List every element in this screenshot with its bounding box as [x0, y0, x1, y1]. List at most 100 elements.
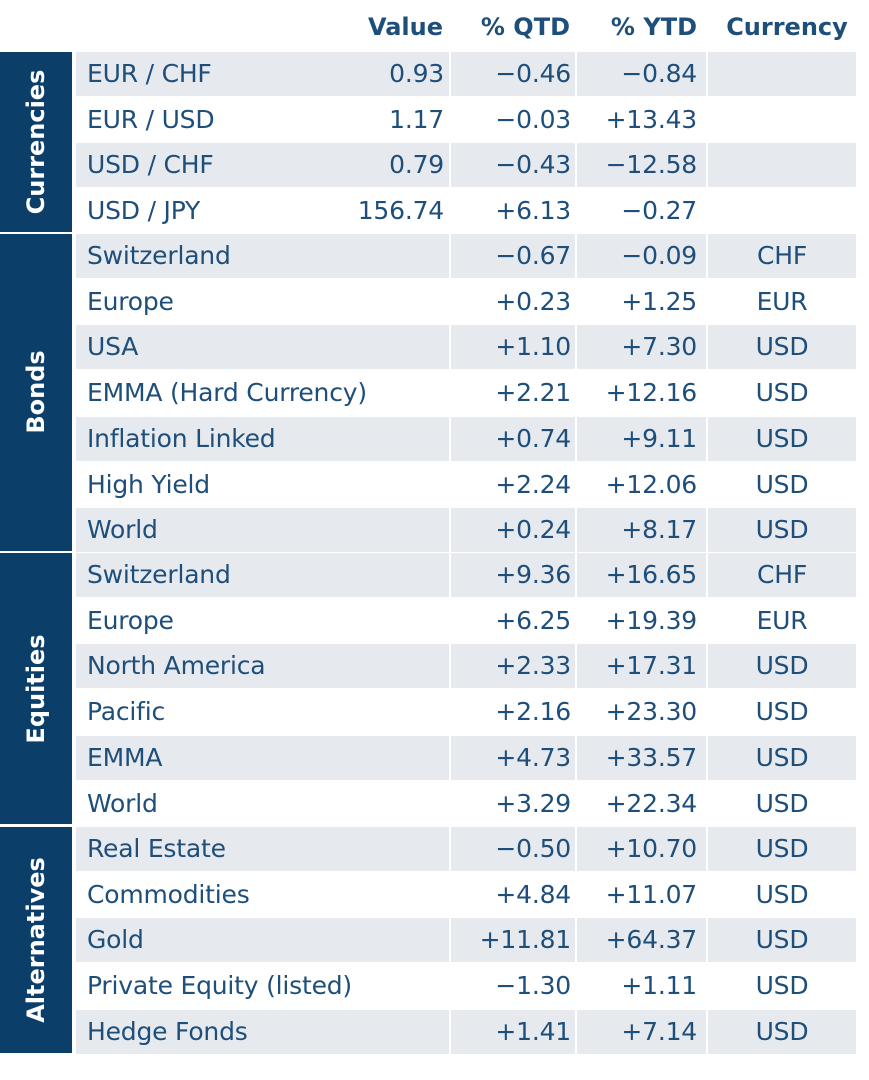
row-ytd: +7.30: [621, 332, 697, 362]
row-ytd: +12.06: [605, 469, 698, 499]
table-row: EMMA (Hard Currency) +2.21 +12.16 USD: [76, 371, 856, 415]
row-qtd: +3.29: [495, 788, 571, 818]
row-value: [276, 918, 444, 962]
table-header: Value % QTD % YTD Currency: [0, 0, 869, 52]
row-value: [276, 782, 444, 826]
row-currency: USD: [755, 788, 809, 818]
row-currency: USD: [755, 834, 809, 863]
row-ytd: +33.57: [605, 742, 698, 772]
table-row: Gold +11.81 +64.37 USD: [76, 918, 856, 963]
row-ytd: +8.17: [621, 515, 697, 545]
table-row: Switzerland +9.36 +16.65 CHF: [76, 553, 856, 597]
row-qtd: +6.25: [495, 605, 571, 635]
row-ytd: +17.31: [605, 651, 698, 681]
group-label: Currencies: [22, 69, 50, 215]
row-qtd: −0.50: [495, 834, 571, 863]
row-name: High Yield: [87, 469, 210, 499]
row-name: USA: [87, 332, 139, 362]
table-row: EUR / CHF 0.93 −0.46 −0.84: [76, 52, 856, 96]
table-row: World +3.29 +22.34 USD: [76, 782, 856, 826]
row-ytd: +13.43: [605, 104, 698, 134]
table-row: Inflation Linked +0.74 +9.11 USD: [76, 416, 856, 461]
row-ytd: +12.16: [605, 378, 698, 408]
row-ytd: −0.84: [621, 59, 697, 88]
row-qtd: +2.21: [495, 378, 571, 408]
group-label: Bonds: [22, 350, 50, 435]
row-ytd: +64.37: [605, 925, 698, 955]
row-currency: USD: [755, 697, 809, 727]
row-value: 156.74: [357, 196, 444, 226]
row-qtd: +9.36: [495, 560, 571, 589]
row-name: Gold: [87, 925, 144, 955]
table-row: High Yield +2.24 +12.06 USD: [76, 463, 856, 507]
row-ytd: −12.58: [605, 150, 698, 180]
row-value: [276, 371, 444, 415]
row-name: EMMA: [87, 742, 163, 772]
row-currency: [708, 52, 856, 96]
row-value: 0.79: [389, 150, 444, 180]
row-name: EMMA (Hard Currency): [87, 378, 367, 408]
table-row: USD / CHF 0.79 −0.43 −12.58: [76, 143, 856, 188]
group-band: Equities: [0, 553, 72, 825]
table-row: Switzerland −0.67 −0.09 CHF: [76, 234, 856, 278]
header-qtd: % QTD: [480, 13, 570, 41]
row-ytd: +16.65: [605, 560, 698, 589]
row-ytd: +10.70: [605, 834, 698, 863]
row-value: [276, 325, 444, 369]
row-value: [276, 280, 444, 324]
table-row: Private Equity (listed) −1.30 +1.11 USD: [76, 964, 856, 1008]
row-currency: EUR: [756, 605, 808, 635]
row-ytd: +11.07: [605, 879, 698, 909]
row-currency: EUR: [756, 286, 808, 316]
row-qtd: +11.81: [479, 925, 572, 955]
row-name: Real Estate: [87, 834, 226, 863]
row-qtd: −0.03: [495, 104, 571, 134]
group-alternatives: Alternatives Real Estate −0.50 +10.70 USD Com…: [0, 827, 869, 1056]
row-currency: USD: [755, 925, 809, 955]
row-qtd: +2.24: [495, 469, 571, 499]
row-value: [276, 508, 444, 552]
row-qtd: −0.43: [495, 150, 571, 180]
row-name: USD / JPY: [87, 196, 201, 226]
row-currency: USD: [755, 879, 809, 909]
row-qtd: −0.46: [495, 59, 571, 88]
row-qtd: +2.33: [495, 651, 571, 681]
row-name: Switzerland: [87, 241, 231, 270]
row-ytd: −0.27: [621, 196, 697, 226]
table-row: Real Estate −0.50 +10.70 USD: [76, 827, 856, 871]
group-currencies: Currencies EUR / CHF 0.93 −0.46 −0.84 EUR / U…: [0, 52, 869, 235]
row-name: Switzerland: [87, 560, 231, 589]
table-row: EUR / USD 1.17 −0.03 +13.43: [76, 98, 856, 142]
row-value: [276, 1010, 444, 1054]
table-row: North America +2.33 +17.31 USD: [76, 644, 856, 689]
row-name: Hedge Fonds: [87, 1016, 248, 1046]
row-qtd: −1.30: [495, 971, 571, 1001]
row-value: [276, 690, 444, 734]
row-name: World: [87, 515, 158, 545]
table-row: USD / JPY 156.74 +6.13 −0.27: [76, 189, 856, 233]
row-ytd: +1.11: [621, 971, 697, 1001]
row-ytd: +22.34: [605, 788, 698, 818]
row-name: Inflation Linked: [87, 423, 276, 453]
group-band: Bonds: [0, 234, 72, 551]
row-value: [276, 463, 444, 507]
row-currency: USD: [755, 742, 809, 772]
row-currency: CHF: [756, 560, 808, 589]
header-value: Value: [367, 13, 443, 41]
row-ytd: +9.11: [621, 423, 697, 453]
row-name: Pacific: [87, 697, 166, 727]
group-equities: Equities Switzerland +9.36 +16.65 CHF Europe +…: [0, 553, 869, 827]
row-name: USD / CHF: [87, 150, 214, 180]
row-qtd: +0.23: [495, 286, 571, 316]
row-qtd: +6.13: [495, 196, 571, 226]
row-currency: USD: [755, 423, 809, 453]
row-currency: USD: [755, 971, 809, 1001]
row-value: 0.93: [389, 59, 444, 88]
row-currency: USD: [755, 378, 809, 408]
table-row: World +0.24 +8.17 USD: [76, 508, 856, 553]
header-ytd: % YTD: [610, 13, 697, 41]
table-row: Hedge Fonds +1.41 +7.14 USD: [76, 1009, 856, 1054]
row-name: EUR / USD: [87, 104, 215, 134]
row-value: [276, 964, 444, 1008]
row-name: Commodities: [87, 879, 250, 909]
